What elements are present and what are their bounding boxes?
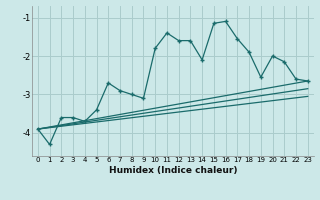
X-axis label: Humidex (Indice chaleur): Humidex (Indice chaleur) bbox=[108, 166, 237, 175]
